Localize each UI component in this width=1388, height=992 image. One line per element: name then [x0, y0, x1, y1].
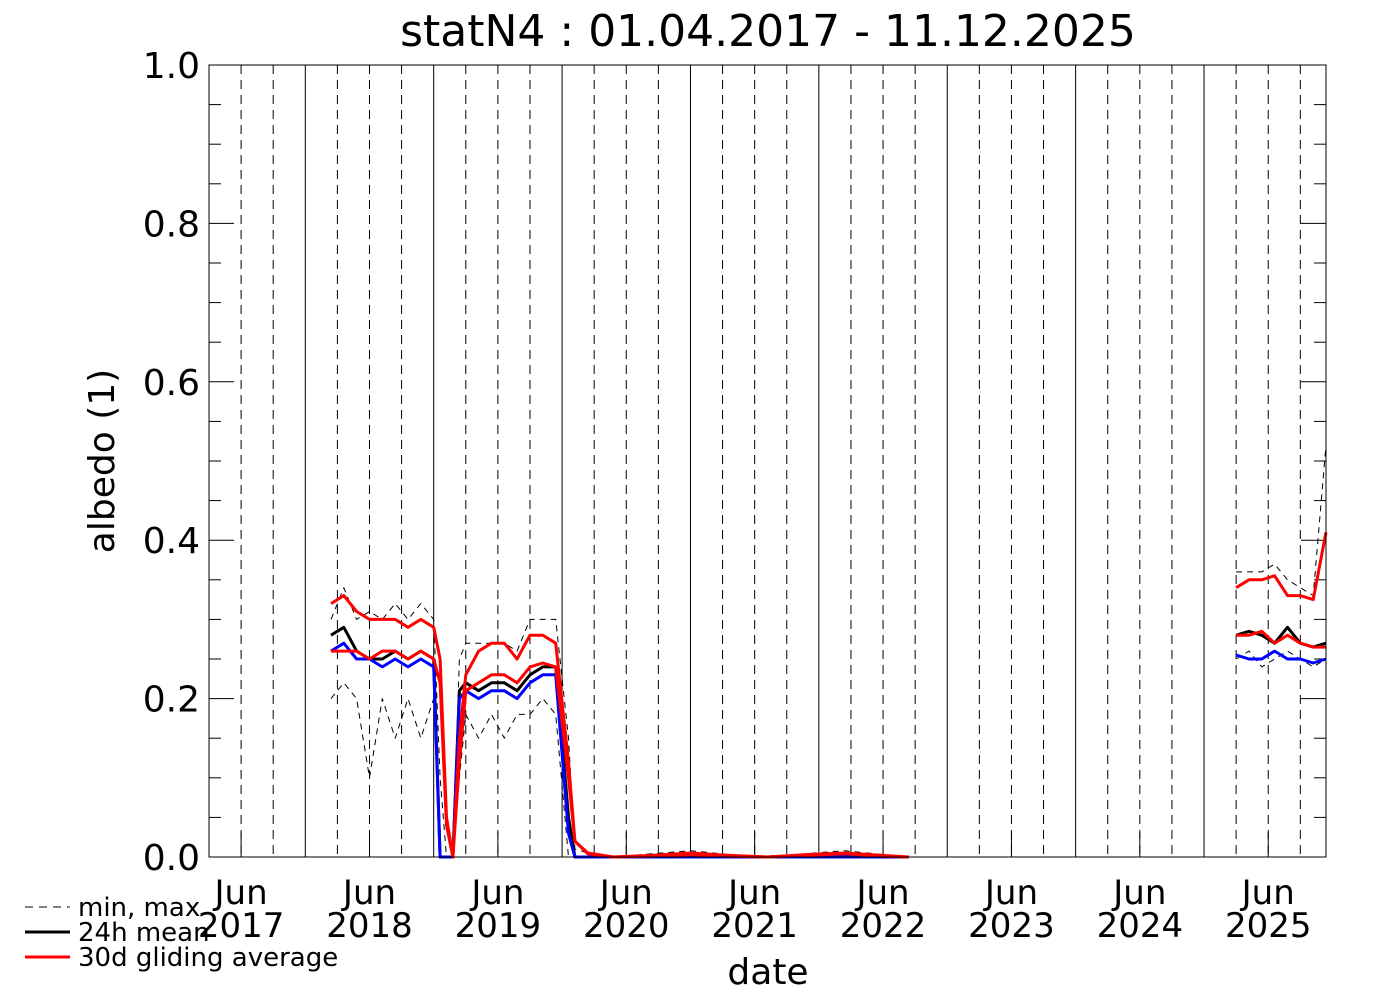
x-tick-label: Jun 2018	[326, 873, 413, 946]
y-tick-label: 1.0	[143, 46, 200, 87]
x-tick-label: Jun 2024	[1096, 873, 1184, 946]
legend-label: 24h mean	[78, 918, 210, 948]
x-tick-label: Jun 2023	[968, 873, 1055, 946]
x-tick-label: Jun 2020	[583, 873, 670, 946]
plot-frame	[208, 64, 1327, 858]
series-line	[330, 641, 909, 859]
x-tick-label: Jun 2022	[839, 873, 927, 946]
x-tick-label: Jun 2019	[454, 873, 542, 946]
legend-label: min, max	[78, 893, 200, 923]
series-line	[1236, 629, 1326, 649]
y-tick-label: 0.2	[143, 680, 200, 721]
y-tick-label: 0.4	[143, 521, 200, 562]
series-line	[331, 649, 909, 859]
series-line	[330, 594, 909, 859]
y-tick-label: 0.8	[143, 204, 200, 245]
y-tick-label: 0.6	[143, 363, 200, 404]
x-tick-label: Jun 2021	[711, 873, 798, 946]
series-line	[1235, 532, 1328, 602]
series-line	[1235, 649, 1327, 665]
y-axis-label: albedo (1)	[82, 369, 123, 553]
x-axis-label: date	[727, 952, 808, 992]
series-line	[1235, 625, 1327, 649]
y-tick-label: 0.0	[143, 838, 200, 879]
series-line	[330, 682, 909, 858]
series-line	[1236, 445, 1327, 597]
x-tick-label: Jun 2025	[1224, 873, 1312, 946]
series-line	[330, 587, 909, 858]
legend-label: 30d gliding average	[78, 943, 338, 973]
x-tick-label: Jun 2017	[197, 873, 285, 946]
chart-title: statN4 : 01.04.2017 - 11.12.2025	[400, 6, 1136, 57]
